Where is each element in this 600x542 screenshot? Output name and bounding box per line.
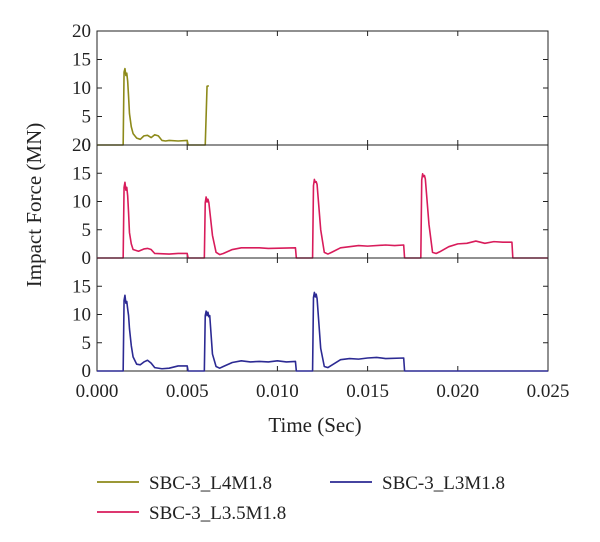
series-line [97, 291, 548, 372]
legend-item: SBC-3_L4M1.8 [97, 473, 272, 494]
chart-panel: 20 15 10 5 0 [72, 21, 549, 156]
y-axis-label: Impact Force (MN) [22, 123, 46, 287]
y-tick-label: 15 [72, 163, 91, 184]
x-tick-label: 0.020 [436, 381, 479, 402]
series-line [97, 67, 210, 146]
legend-item: SBC-3_L3.5M1.8 [97, 503, 286, 524]
series-line [97, 173, 548, 259]
x-tick-label: 0.010 [256, 381, 299, 402]
chart-panel: 20 15 10 5 0 [72, 135, 549, 269]
chart-panel: 15 10 5 0 [72, 257, 549, 382]
y-tick-label: 20 [72, 21, 91, 42]
y-tick-label: 15 [72, 276, 91, 297]
x-tick-label: 0.005 [166, 381, 209, 402]
x-tick-label: 0.000 [76, 381, 119, 402]
y-tick-label: 0 [82, 135, 92, 156]
legend-label: SBC-3_L4M1.8 [149, 473, 272, 494]
y-tick-label: 5 [82, 107, 92, 128]
y-tick-label: 5 [82, 220, 92, 241]
y-tick-label: 10 [72, 192, 91, 213]
y-tick-label: 0 [82, 248, 92, 269]
y-tick-label: 15 [72, 50, 91, 71]
x-axis-label: Time (Sec) [268, 413, 361, 437]
y-tick-label: 0 [82, 361, 92, 382]
y-tick-label: 20 [72, 135, 91, 156]
y-tick-label: 5 [82, 333, 92, 354]
legend-label: SBC-3_L3.5M1.8 [149, 503, 286, 524]
legend-item: SBC-3_L3M1.8 [330, 473, 505, 494]
panel-frame [96, 30, 549, 146]
y-tick-label: 10 [72, 78, 91, 99]
x-tick-label: 0.025 [527, 381, 570, 402]
legend: SBC-3_L4M1.8 SBC-3_L3M1.8 SBC-3_L3.5M1.8 [97, 473, 505, 524]
x-axis-ticks: 0.000 0.005 0.010 0.015 0.020 0.025 [76, 381, 570, 402]
y-tick-label: 10 [72, 305, 91, 326]
legend-label: SBC-3_L3M1.8 [382, 473, 505, 494]
x-tick-label: 0.015 [346, 381, 389, 402]
